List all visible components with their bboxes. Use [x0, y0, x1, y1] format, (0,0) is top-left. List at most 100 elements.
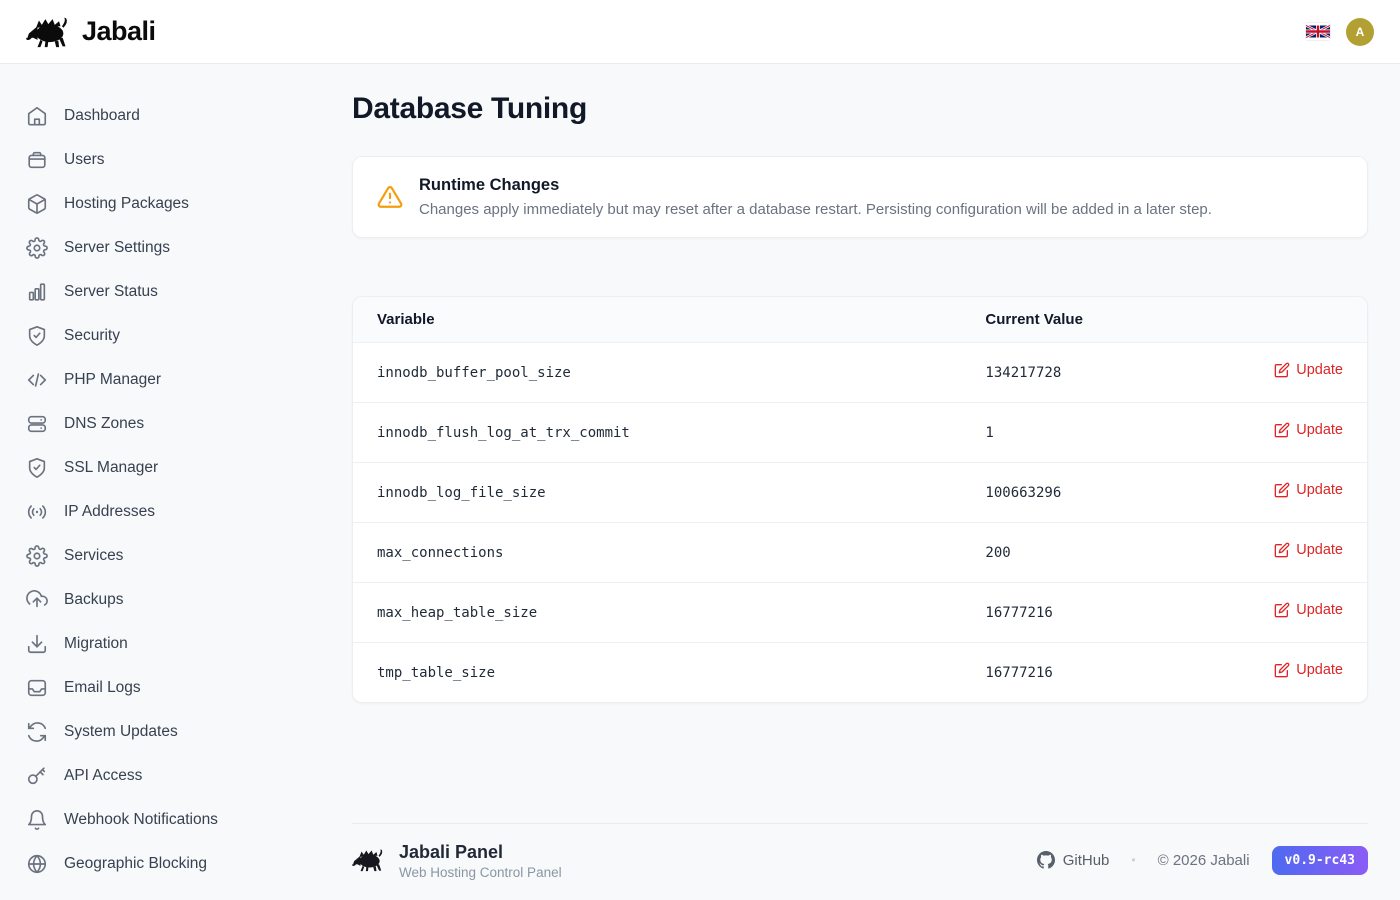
- sidebar-item-dns-zones[interactable]: DNS Zones: [0, 402, 352, 446]
- update-button[interactable]: Update: [1274, 422, 1343, 438]
- sidebar-item-migration[interactable]: Migration: [0, 622, 352, 666]
- edit-icon: [1274, 362, 1290, 378]
- table-row: innodb_buffer_pool_size 134217728 Update: [353, 342, 1367, 403]
- sidebar-item-server-status[interactable]: Server Status: [0, 270, 352, 314]
- update-button[interactable]: Update: [1274, 542, 1343, 558]
- sidebar-item-label: SSL Manager: [64, 459, 159, 476]
- table-row: max_connections 200 Update: [353, 522, 1367, 583]
- sidebar-item-hosting-packages[interactable]: Hosting Packages: [0, 182, 352, 226]
- sidebar-item-api-access[interactable]: API Access: [0, 754, 352, 798]
- column-header-action: [1225, 297, 1367, 343]
- download-icon: [27, 634, 47, 654]
- sidebar-item-label: System Updates: [64, 723, 178, 740]
- sidebar-item-geographic-blocking[interactable]: Geographic Blocking: [0, 842, 352, 886]
- sidebar-item-users[interactable]: Users: [0, 138, 352, 182]
- sidebar-item-php-manager[interactable]: PHP Manager: [0, 358, 352, 402]
- sidebar-item-email-logs[interactable]: Email Logs: [0, 666, 352, 710]
- brand-logo-link[interactable]: Jabali: [26, 15, 156, 49]
- sidebar-item-label: Security: [64, 327, 120, 344]
- code-icon: [27, 373, 47, 387]
- bar-chart-icon: [28, 283, 46, 301]
- footer-tagline: Web Hosting Control Panel: [399, 865, 562, 880]
- variables-table-card: Variable Current Value innodb_buffer_poo…: [352, 296, 1368, 703]
- uk-flag-icon: [1306, 24, 1330, 39]
- edit-icon: [1274, 422, 1290, 438]
- sidebar-item-label: Webhook Notifications: [64, 811, 218, 828]
- bell-icon: [27, 810, 47, 830]
- edit-icon: [1274, 542, 1290, 558]
- sidebar-item-label: DNS Zones: [64, 415, 145, 432]
- github-icon: [1036, 851, 1055, 869]
- page-title: Database Tuning: [352, 92, 587, 125]
- globe-icon: [27, 854, 47, 874]
- sidebar-item-server-settings[interactable]: Server Settings: [0, 226, 352, 270]
- variable-name: innodb_buffer_pool_size: [353, 342, 962, 403]
- sidebar-item-ip-addresses[interactable]: IP Addresses: [0, 490, 352, 534]
- sidebar-item-security[interactable]: Security: [0, 314, 352, 358]
- variable-value: 134217728: [961, 342, 1226, 403]
- sidebar-item-webhook-notifications[interactable]: Webhook Notifications: [0, 798, 352, 842]
- footer-meta: GitHub • © 2026 Jabali v0.9-rc43: [1036, 845, 1368, 875]
- shield-check-icon: [28, 458, 46, 478]
- variable-name: max_connections: [353, 522, 962, 583]
- sidebar-item-system-updates[interactable]: System Updates: [0, 710, 352, 754]
- variable-name: innodb_log_file_size: [353, 462, 962, 523]
- update-label: Update: [1296, 362, 1343, 378]
- sidebar-nav: Dashboard Users Hosting Packages Server …: [0, 64, 352, 900]
- update-button[interactable]: Update: [1274, 662, 1343, 678]
- cloud-upload-icon: [26, 590, 48, 608]
- update-button[interactable]: Update: [1274, 602, 1343, 618]
- gear-icon: [26, 545, 48, 567]
- sidebar-item-dashboard[interactable]: Dashboard: [0, 94, 352, 138]
- update-label: Update: [1296, 662, 1343, 678]
- warning-triangle-icon: [377, 186, 403, 208]
- update-label: Update: [1296, 482, 1343, 498]
- notice-body: Changes apply immediately but may reset …: [419, 201, 1212, 218]
- sidebar-item-label: Email Logs: [64, 679, 141, 696]
- gear-icon: [26, 237, 48, 259]
- package-icon: [27, 194, 47, 214]
- sidebar-item-label: Backups: [64, 591, 124, 608]
- update-button[interactable]: Update: [1274, 362, 1343, 378]
- sidebar-item-ssl-manager[interactable]: SSL Manager: [0, 446, 352, 490]
- sidebar-item-backups[interactable]: Backups: [0, 578, 352, 622]
- variable-name: tmp_table_size: [353, 642, 962, 702]
- page-layout: Dashboard Users Hosting Packages Server …: [0, 64, 1400, 900]
- sidebar-item-label: Migration: [64, 635, 128, 652]
- inbox-icon: [27, 679, 47, 697]
- variable-value: 200: [961, 522, 1226, 583]
- variable-value: 1: [961, 402, 1226, 463]
- variable-name: innodb_flush_log_at_trx_commit: [353, 402, 962, 463]
- language-flag-button[interactable]: [1306, 23, 1330, 40]
- table-row: innodb_flush_log_at_trx_commit 1 Update: [353, 402, 1367, 463]
- dot-separator: •: [1131, 853, 1136, 868]
- github-link[interactable]: GitHub: [1036, 851, 1110, 869]
- variables-table: Variable Current Value innodb_buffer_poo…: [353, 297, 1367, 702]
- table-header-row: Variable Current Value: [353, 297, 1367, 343]
- radio-waves-icon: [27, 505, 47, 519]
- notice-text: Runtime Changes Changes apply immediatel…: [419, 176, 1212, 218]
- github-label: GitHub: [1062, 851, 1110, 869]
- boar-logo-icon: [26, 17, 67, 47]
- variable-value: 16777216: [961, 642, 1226, 702]
- sidebar-item-label: Server Status: [64, 283, 158, 300]
- column-header-current-value: Current Value: [961, 297, 1226, 343]
- update-label: Update: [1296, 602, 1343, 618]
- update-button[interactable]: Update: [1274, 482, 1343, 498]
- version-badge: v0.9-rc43: [1271, 845, 1368, 875]
- variable-value: 16777216: [961, 582, 1226, 643]
- sidebar-item-label: PHP Manager: [64, 371, 162, 388]
- sidebar-item-services[interactable]: Services: [0, 534, 352, 578]
- sidebar-item-label: IP Addresses: [64, 503, 156, 520]
- home-icon: [27, 106, 47, 126]
- runtime-changes-notice: Runtime Changes Changes apply immediatel…: [352, 156, 1368, 238]
- user-avatar[interactable]: A: [1346, 17, 1374, 46]
- shield-check-icon: [28, 326, 46, 346]
- brand-name: Jabali: [82, 16, 156, 46]
- sidebar-item-label: Hosting Packages: [64, 195, 189, 212]
- sidebar-item-label: Services: [64, 547, 124, 564]
- edit-icon: [1274, 662, 1290, 678]
- header-actions: A: [1306, 17, 1374, 46]
- sidebar-item-label: Users: [64, 151, 105, 168]
- table-row: innodb_log_file_size 100663296 Update: [353, 462, 1367, 523]
